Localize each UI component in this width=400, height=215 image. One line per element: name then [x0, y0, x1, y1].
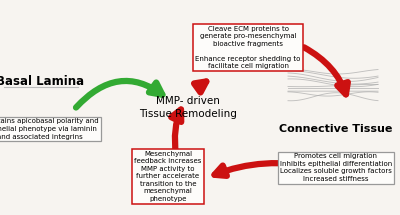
Text: Connective Tissue: Connective Tissue [279, 124, 393, 134]
FancyArrowPatch shape [304, 47, 348, 94]
Text: Promotes cell migration
Inhibits epithelial differentiation
Localizes soluble gr: Promotes cell migration Inhibits epithel… [280, 154, 392, 182]
FancyArrowPatch shape [214, 163, 320, 176]
FancyArrowPatch shape [76, 81, 162, 108]
Text: Maintains apicobasal polarity and
epithelial phenotype via laminin
and associate: Maintains apicobasal polarity and epithe… [0, 118, 99, 140]
Text: Cleave ECM proteins to
generate pro-mesenchymal
bioactive fragments

Enhance rec: Cleave ECM proteins to generate pro-mese… [195, 26, 301, 69]
FancyArrowPatch shape [171, 109, 181, 155]
Text: Mesenchymal
feedback increases
MMP activity to
further accelerate
transition to : Mesenchymal feedback increases MMP activ… [134, 151, 202, 202]
FancyArrowPatch shape [194, 81, 206, 92]
Text: Basal Lamina: Basal Lamina [0, 75, 84, 88]
Text: MMP- driven
Tissue Remodeling: MMP- driven Tissue Remodeling [139, 96, 237, 119]
